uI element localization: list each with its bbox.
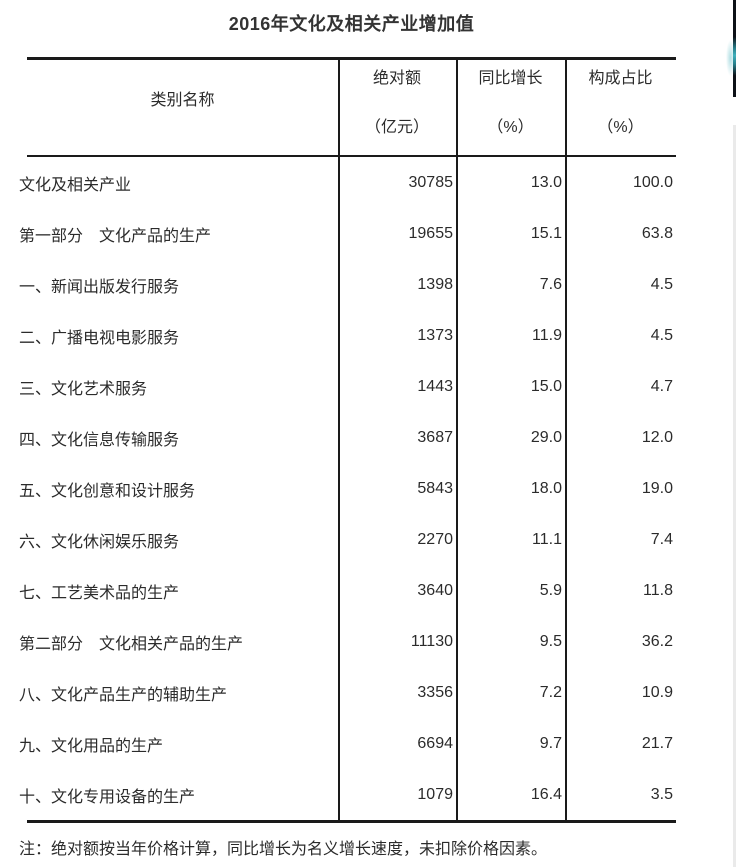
table-row: 文化及相关产业 30785 13.0 100.0 (19, 157, 674, 208)
yoy-growth-cell: 7.2 (539, 683, 562, 701)
category-cell: 一、新闻出版发行服务 (19, 278, 180, 296)
yoy-growth-cell: 11.1 (532, 530, 562, 548)
yoy-growth-cell: 7.6 (539, 275, 562, 293)
page-title: 2016年文化及相关产业增加值 (228, 14, 475, 34)
yoy-growth-cell: 15.0 (530, 377, 562, 395)
composition-share-cell: 10.9 (641, 683, 673, 701)
category-cell: 第一部分 文化产品的生产 (19, 227, 212, 245)
footnote: 注：绝对额按当年价格计算，同比增长为名义增长速度，未扣除价格因素。 (19, 841, 548, 858)
yoy-growth-cell: 16.4 (530, 785, 562, 803)
yoy-growth-cell: 13.0 (530, 173, 562, 191)
composition-share-cell: 3.5 (650, 785, 673, 803)
header-composition-share-unit: （%） (597, 119, 644, 136)
header-absolute-amount-label: 绝对额 (372, 70, 421, 87)
absolute-amount-cell: 3356 (417, 683, 453, 701)
column-divider-1 (338, 57, 340, 823)
header-bottom-border (27, 155, 676, 157)
yoy-growth-cell: 18.0 (530, 479, 562, 497)
scrollbar-thumb[interactable] (733, 0, 736, 97)
composition-share-cell: 11.8 (643, 581, 673, 599)
composition-share-cell: 63.8 (641, 224, 673, 242)
scrollbar-accent-glow (726, 40, 735, 76)
table-top-border (27, 57, 676, 60)
composition-share-cell: 4.7 (650, 377, 673, 395)
header-yoy-growth-label: 同比增长 (478, 70, 543, 87)
header-composition-share: 构成占比 （%） (565, 60, 676, 155)
category-cell: 文化及相关产业 (19, 176, 132, 194)
table-row: 第二部分 文化相关产品的生产 11130 9.5 36.2 (19, 616, 674, 667)
absolute-amount-cell: 1398 (417, 275, 453, 293)
category-cell: 三、文化艺术服务 (19, 380, 148, 398)
category-cell: 七、工艺美术品的生产 (19, 584, 180, 602)
composition-share-cell: 7.4 (650, 530, 673, 548)
table-body: 文化及相关产业 30785 13.0 100.0 第一部分 文化产品的生产 19… (19, 157, 674, 820)
category-cell: 十、文化专用设备的生产 (19, 788, 196, 806)
composition-share-cell: 4.5 (650, 275, 673, 293)
absolute-amount-cell: 11130 (410, 632, 453, 650)
header-absolute-amount: 绝对额 （亿元） (338, 60, 456, 155)
category-cell: 八、文化产品生产的辅助生产 (19, 686, 228, 704)
column-divider-2 (456, 57, 458, 823)
composition-share-cell: 21.7 (641, 734, 673, 752)
header-absolute-amount-unit: （亿元） (364, 119, 429, 136)
category-cell: 六、文化休闲娱乐服务 (19, 533, 180, 551)
absolute-amount-cell: 30785 (408, 173, 454, 191)
table-row: 七、工艺美术品的生产 3640 5.9 11.8 (19, 565, 674, 616)
absolute-amount-cell: 1443 (417, 377, 453, 395)
table-row: 五、文化创意和设计服务 5843 18.0 19.0 (19, 463, 674, 514)
table-row: 第一部分 文化产品的生产 19655 15.1 63.8 (19, 208, 674, 259)
absolute-amount-cell: 6694 (417, 734, 453, 752)
yoy-growth-cell: 9.5 (539, 632, 562, 650)
category-cell: 二、广播电视电影服务 (19, 329, 180, 347)
composition-share-cell: 4.5 (650, 326, 673, 344)
yoy-growth-cell: 11.9 (532, 326, 562, 344)
composition-share-cell: 36.2 (641, 632, 673, 650)
table-row: 八、文化产品生产的辅助生产 3356 7.2 10.9 (19, 667, 674, 718)
category-cell: 五、文化创意和设计服务 (19, 482, 196, 500)
header-composition-share-label: 构成占比 (588, 70, 653, 87)
table-row: 三、文化艺术服务 1443 15.0 4.7 (19, 361, 674, 412)
category-cell: 四、文化信息传输服务 (19, 431, 180, 449)
category-cell: 第二部分 文化相关产品的生产 (19, 635, 244, 653)
absolute-amount-cell: 19655 (408, 224, 454, 242)
table-row: 六、文化休闲娱乐服务 2270 11.1 7.4 (19, 514, 674, 565)
category-cell: 九、文化用品的生产 (19, 737, 164, 755)
table-bottom-border (27, 820, 676, 823)
header-yoy-growth: 同比增长 （%） (456, 60, 565, 155)
header-category-label: 类别名称 (150, 92, 215, 109)
absolute-amount-cell: 3687 (417, 428, 453, 446)
yoy-growth-cell: 9.7 (539, 734, 562, 752)
yoy-growth-cell: 5.9 (539, 581, 562, 599)
table-row: 十、文化专用设备的生产 1079 16.4 3.5 (19, 769, 674, 820)
absolute-amount-cell: 5843 (417, 479, 453, 497)
yoy-growth-cell: 29.0 (530, 428, 562, 446)
table-row: 一、新闻出版发行服务 1398 7.6 4.5 (19, 259, 674, 310)
yoy-growth-cell: 15.1 (530, 224, 562, 242)
absolute-amount-cell: 2270 (417, 530, 453, 548)
column-divider-3 (565, 57, 567, 823)
header-category: 类别名称 (27, 60, 338, 155)
table-row: 二、广播电视电影服务 1373 11.9 4.5 (19, 310, 674, 361)
composition-share-cell: 19.0 (641, 479, 673, 497)
header-yoy-growth-unit: （%） (487, 119, 534, 136)
absolute-amount-cell: 3640 (417, 581, 453, 599)
table-row: 四、文化信息传输服务 3687 29.0 12.0 (19, 412, 674, 463)
absolute-amount-cell: 1079 (417, 785, 453, 803)
absolute-amount-cell: 1373 (417, 326, 453, 344)
composition-share-cell: 100.0 (632, 173, 673, 191)
table-row: 九、文化用品的生产 6694 9.7 21.7 (19, 718, 674, 769)
composition-share-cell: 12.0 (641, 428, 673, 446)
scrollbar-track[interactable] (733, 125, 736, 867)
